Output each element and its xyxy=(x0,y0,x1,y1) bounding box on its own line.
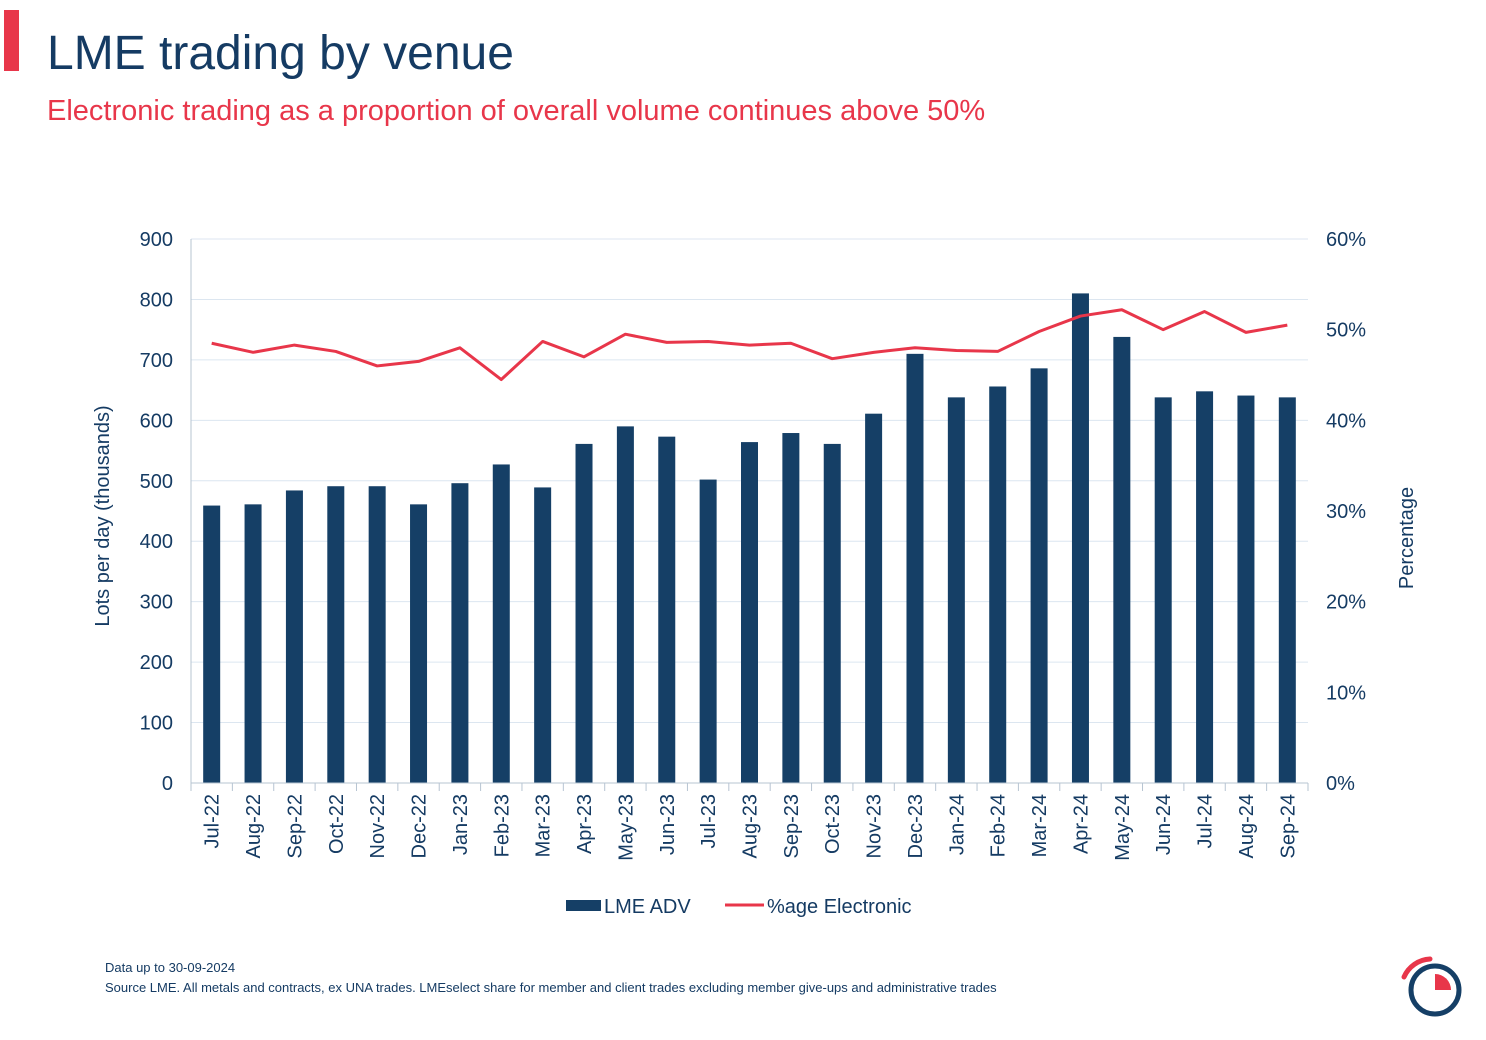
x-tick-label: Mar-23 xyxy=(533,794,555,857)
adv-bar xyxy=(451,483,469,783)
adv-bar xyxy=(906,353,924,783)
lme-logo-icon xyxy=(1401,956,1462,1017)
adv-bar xyxy=(244,504,262,783)
title-accent-bar xyxy=(4,10,19,71)
x-tick-label: Jul-22 xyxy=(202,794,224,848)
x-tick-label: Sep-24 xyxy=(1277,794,1299,859)
x-tick-label: Mar-24 xyxy=(1029,794,1051,857)
right-axis-ticks: 0% 10% 20% 30% 40% 50% 60% xyxy=(1326,229,1366,795)
adv-bar xyxy=(1278,397,1296,783)
y-tick-label: 400 xyxy=(140,531,173,553)
y2-tick-label: 0% xyxy=(1326,773,1355,795)
adv-bar xyxy=(492,464,510,783)
data-date-note: Data up to 30-09-2024 xyxy=(105,960,236,975)
x-tick-label: Sep-22 xyxy=(284,794,306,859)
y2-tick-label: 10% xyxy=(1326,682,1366,704)
logo-red-quadrant xyxy=(1435,974,1451,990)
page-title: LME trading by venue xyxy=(47,27,514,80)
x-tick-label: Jun-24 xyxy=(1153,794,1175,855)
x-tick-label: Nov-22 xyxy=(367,794,389,858)
logo-red-arc xyxy=(1401,956,1433,980)
x-tick-label: Apr-24 xyxy=(1070,794,1092,854)
adv-bar xyxy=(534,487,552,783)
axes xyxy=(190,239,1309,791)
x-tick-label: Dec-22 xyxy=(409,794,431,858)
legend-bar-swatch xyxy=(566,900,601,911)
x-tick-label: Feb-23 xyxy=(491,794,513,857)
x-tick-label: Apr-23 xyxy=(574,794,596,854)
y2-tick-label: 40% xyxy=(1326,410,1366,432)
legend: LME ADV %age Electronic xyxy=(566,896,912,918)
adv-bar xyxy=(1113,336,1131,783)
x-axis-ticks: Jul-22 Aug-22 Sep-22 Oct-22 Nov-22 Dec-22 Jan-… xyxy=(202,794,1300,861)
left-axis-ticks: 0 100 200 300 400 500 600 700 800 900 xyxy=(140,229,173,795)
x-tick-label: Nov-23 xyxy=(864,794,886,858)
y-tick-label: 100 xyxy=(140,713,173,735)
adv-bar xyxy=(1196,391,1214,783)
adv-bar xyxy=(203,505,221,783)
y2-tick-label: 60% xyxy=(1326,229,1366,251)
x-tick-label: Feb-24 xyxy=(988,794,1010,857)
y2-tick-label: 20% xyxy=(1326,592,1366,614)
adv-bar xyxy=(823,443,841,783)
adv-bar xyxy=(699,479,717,783)
x-tick-label: Jun-23 xyxy=(657,794,679,855)
x-tick-label: Aug-24 xyxy=(1236,794,1258,859)
y-tick-label: 800 xyxy=(140,289,173,311)
bar-series xyxy=(203,293,1296,783)
x-tick-label: Dec-23 xyxy=(905,794,927,858)
adv-bar xyxy=(741,442,758,783)
x-tick-label: Jul-24 xyxy=(1195,794,1217,848)
y-tick-label: 600 xyxy=(140,410,173,432)
x-tick-label: Jan-23 xyxy=(450,794,472,855)
x-tick-label: Jan-24 xyxy=(946,794,968,855)
adv-bar xyxy=(575,443,593,783)
y-tick-label: 200 xyxy=(140,652,173,674)
y-axis-title: Lots per day (thousands) xyxy=(92,405,114,626)
source-note: Source LME. All metals and contracts, ex… xyxy=(105,980,997,995)
adv-bar xyxy=(989,386,1007,783)
legend-bar-label: LME ADV xyxy=(604,896,691,918)
y2-tick-label: 30% xyxy=(1326,501,1366,523)
x-tick-label: Oct-23 xyxy=(822,794,844,854)
adv-bar xyxy=(1154,397,1172,783)
x-tick-label: Aug-23 xyxy=(740,794,762,859)
line-series xyxy=(211,308,1288,382)
y-tick-label: 500 xyxy=(140,471,173,493)
y-tick-label: 700 xyxy=(140,350,173,372)
adv-bar xyxy=(782,433,800,783)
x-tick-label: Jul-23 xyxy=(698,794,720,848)
x-tick-label: Sep-23 xyxy=(781,794,803,859)
adv-bar xyxy=(410,504,428,783)
adv-bar xyxy=(947,397,965,783)
x-tick-label: Aug-22 xyxy=(243,794,265,859)
y-tick-label: 900 xyxy=(140,229,173,251)
x-tick-label: May-24 xyxy=(1112,794,1134,861)
logo-ring xyxy=(1408,963,1462,1017)
y-tick-label: 300 xyxy=(140,592,173,614)
adv-bar xyxy=(865,413,883,783)
adv-bar xyxy=(658,436,676,783)
adv-bar xyxy=(327,486,345,783)
adv-bar xyxy=(1237,395,1255,783)
y2-axis-title: Percentage xyxy=(1396,487,1418,589)
y-tick-label: 0 xyxy=(162,773,173,795)
electronic-share-line xyxy=(211,308,1288,382)
adv-bar xyxy=(285,490,303,783)
adv-bar xyxy=(368,486,386,783)
legend-line-label: %age Electronic xyxy=(767,896,912,918)
y2-tick-label: 50% xyxy=(1326,320,1366,342)
adv-bar xyxy=(616,426,634,783)
page-subtitle: Electronic trading as a proportion of ov… xyxy=(47,95,986,127)
adv-bar xyxy=(1030,368,1048,783)
adv-bar xyxy=(1071,293,1089,783)
x-tick-label: May-23 xyxy=(615,794,637,861)
x-tick-label: Oct-22 xyxy=(326,794,348,854)
